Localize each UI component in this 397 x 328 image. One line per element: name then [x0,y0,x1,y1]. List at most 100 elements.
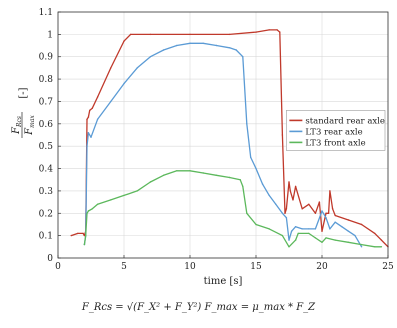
data-point-standard [189,33,191,36]
data-point-standard [331,208,334,210]
data-point-lt3_rear [325,217,327,219]
data-point-lt3_front [228,176,231,179]
y-axis-numerator: FRcs [11,116,23,135]
data-point-lt3_front [374,246,376,248]
data-point-lt3_front [246,212,248,214]
data-point-standard [86,118,88,121]
legend-label-standard: standard rear axle [305,116,385,126]
data-point-lt3_rear [268,194,270,197]
data-point-lt3_front [136,190,138,192]
data-point-lt3_front [110,199,112,201]
y-tick-label: 0.4 [39,165,54,175]
y-axis-denominator: Fmax [24,115,36,136]
x-axis-label: time [s] [204,276,243,287]
data-point-lt3_rear [294,226,297,228]
data-point-standard [96,96,99,98]
data-point-lt3_rear [246,123,248,125]
data-point-standard [288,181,290,183]
legend-box [286,110,386,151]
data-point-standard [380,239,383,241]
data-point-lt3_rear [149,56,152,58]
data-point-lt3_front [149,181,152,183]
data-point-lt3_rear [176,44,178,47]
data-point-lt3_front [123,194,125,197]
data-point-lt3_front [347,241,350,243]
data-point-lt3_rear [261,183,264,185]
data-point-lt3_front [255,223,257,226]
data-point-lt3_rear [341,226,343,228]
data-point-lt3_rear [285,217,288,219]
data-point-standard [347,219,350,221]
data-point-standard [255,31,257,33]
y-tick-label: 1 [47,30,53,40]
data-point-lt3_rear [228,47,231,49]
data-point-lt3_rear [275,203,277,205]
data-point-standard [129,33,132,36]
y-tick-label: 0.3 [39,187,54,197]
data-point-standard [149,33,152,36]
data-point-standard [334,214,336,217]
data-point-lt3_front [360,243,363,246]
data-point-standard [285,208,288,210]
data-point-standard [87,116,90,118]
data-point-standard [294,185,297,188]
data-point-lt3_rear [162,49,165,51]
y-tick-label: 1.1 [39,8,53,18]
data-point-lt3_front [91,208,94,210]
data-point-lt3_front [334,239,336,241]
data-point-lt3_front [176,170,178,172]
data-point-lt3_front [215,174,218,176]
y-tick-label: 0.1 [39,232,53,242]
y-ticks: 0 0.1 0.2 0.3 0.4 0.5 0.6 0.7 0.8 0.9 1 1.1 [39,8,61,264]
formula-caption: F_Rcs = √(F_X² + F_Y²) F_max = μ_max * F… [81,302,316,313]
data-point-lt3_rear [90,136,92,138]
y-tick-label: 0.2 [39,209,53,219]
data-point-lt3_front [189,170,191,172]
data-point-lt3_rear [314,228,317,230]
y-tick-label: 0.6 [39,120,54,130]
data-point-standard [70,234,72,237]
y-tick-label: 0.8 [39,75,54,85]
data-point-lt3_rear [136,67,138,69]
data-point-lt3_rear [87,132,90,134]
data-point-lt3_front [96,203,99,205]
data-point-lt3_front [380,246,383,248]
data-point-lt3_rear [110,100,112,103]
y-axis-label: [-] FRcs Fmax [11,87,36,138]
data-point-lt3_rear [242,56,244,58]
data-point-lt3_rear [290,230,293,232]
data-point-standard [228,33,231,36]
data-point-lt3_rear [189,42,191,44]
data-point-lt3_rear [86,145,88,147]
data-point-standard [83,234,86,237]
data-point-lt3_rear [301,228,303,230]
y-tick-label: 0.7 [39,97,54,107]
data-point-lt3_rear [215,44,218,47]
data-point-standard [318,201,321,203]
data-point-lt3_rear [334,221,336,223]
x-tick-label: 10 [184,262,196,272]
data-point-standard [91,107,94,109]
series-line-lt3_rear [83,42,363,248]
data-point-standard [374,232,376,235]
data-point-lt3_rear [123,82,125,85]
data-point-lt3_rear [202,42,204,44]
data-point-standard [110,67,112,69]
x-tick-label: 15 [250,262,262,272]
plot-frame [57,11,389,259]
series-line-lt3_front [83,170,382,248]
data-point-standard [281,134,284,136]
data-point-lt3_rear [347,230,350,232]
data-point-lt3_front [288,246,290,248]
data-point-lt3_rear [250,156,252,159]
data-point-lt3_front [242,185,244,188]
series-line-standard [70,29,389,248]
data-point-lt3_front [268,228,270,230]
x-tick-label: 20 [316,262,328,272]
data-point-standard [289,190,291,192]
y-tick-label: 0 [47,254,53,264]
data-point-standard [321,230,323,232]
data-point-lt3_front [86,212,88,214]
